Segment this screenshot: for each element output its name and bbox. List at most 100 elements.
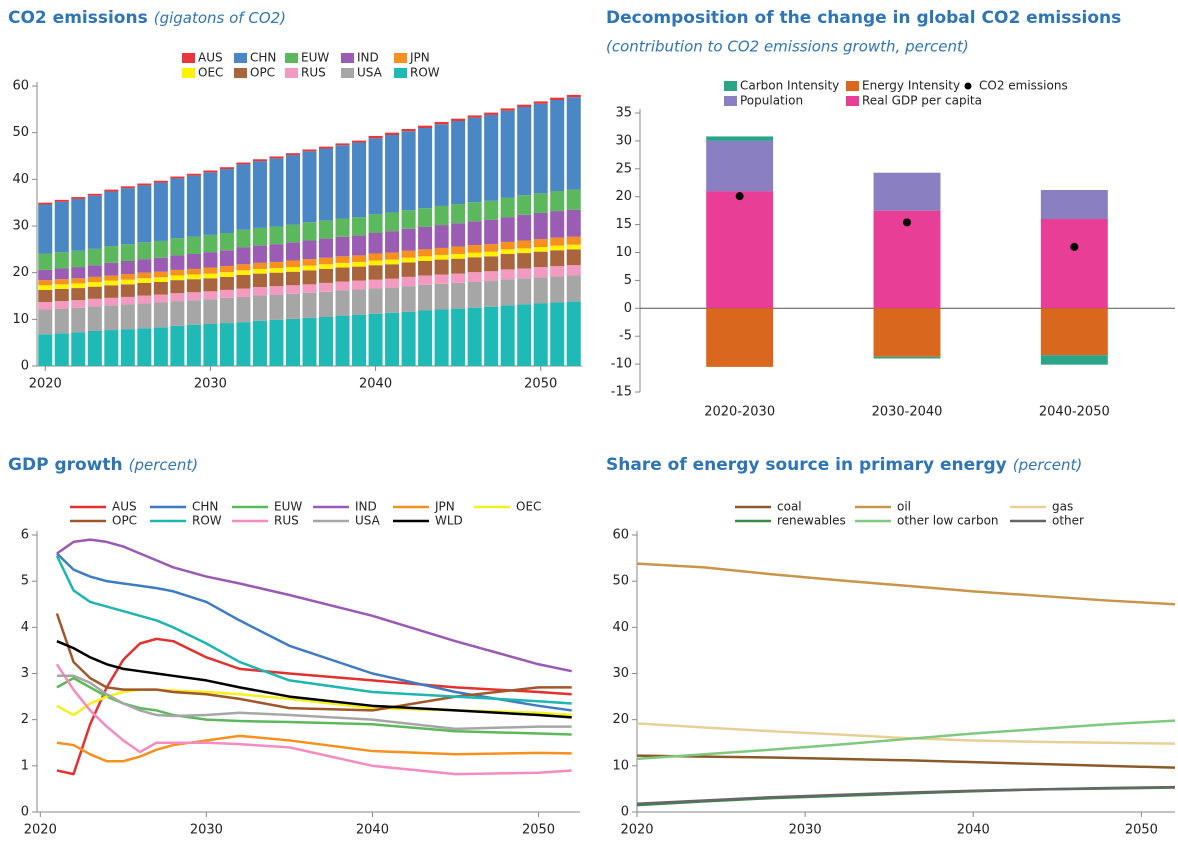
bar-segment xyxy=(236,247,251,265)
bar-segment xyxy=(335,290,350,316)
legend-label: EUW xyxy=(301,51,329,65)
bar-segment xyxy=(252,262,267,269)
bar-segment xyxy=(533,212,548,240)
bar-segment xyxy=(153,327,168,366)
bar-segment xyxy=(335,262,350,268)
bar-segment xyxy=(203,172,218,235)
title-text: CO2 emissions xyxy=(8,8,148,28)
bar-segment xyxy=(318,317,334,366)
bar-segment xyxy=(38,204,53,254)
bar-segment xyxy=(137,282,152,296)
line xyxy=(56,538,572,673)
bar-segment xyxy=(418,261,433,276)
legend-swatch xyxy=(234,68,247,78)
bar-segment xyxy=(219,233,234,251)
bar-segment xyxy=(500,279,515,306)
bar-segment xyxy=(318,282,334,292)
bar-segment xyxy=(401,276,416,287)
bar-segment xyxy=(104,189,119,192)
bar-segment xyxy=(873,356,941,359)
bar-segment xyxy=(533,251,548,268)
bar-segment xyxy=(153,282,168,295)
bar-segment xyxy=(302,149,317,152)
category-label: 2020-2030 xyxy=(704,405,775,420)
bar-segment xyxy=(252,295,267,321)
line xyxy=(636,562,1176,606)
bar-segment xyxy=(87,193,102,196)
point xyxy=(1070,242,1079,251)
bar-segment xyxy=(38,202,53,205)
bar-segment xyxy=(418,256,433,261)
chart-subtitle: (contribution to CO2 emissions growth, p… xyxy=(606,38,969,56)
bar-segment xyxy=(484,271,499,282)
bar-segment xyxy=(566,275,581,302)
y-tick-label: 50 xyxy=(12,125,29,140)
bar-segment xyxy=(104,191,119,247)
bar-segment xyxy=(219,266,234,273)
x-tick-label: 2050 xyxy=(1125,823,1158,838)
bar-segment xyxy=(352,235,367,256)
legend-label: CHN xyxy=(250,51,276,65)
bar-segment xyxy=(500,305,515,366)
bar-segment xyxy=(566,249,581,266)
bar-segment xyxy=(418,208,433,227)
bar-segment xyxy=(71,288,86,301)
bar-segment xyxy=(484,200,499,220)
bar-segment xyxy=(368,253,383,261)
bar-segment xyxy=(236,270,251,275)
x-tick-label: 2030 xyxy=(194,377,227,392)
bar-segment xyxy=(533,101,548,104)
bar-segment xyxy=(170,269,185,276)
bar-segment xyxy=(517,195,532,215)
bar-segment xyxy=(318,238,334,258)
y-tick-label: 5 xyxy=(624,273,632,288)
bar-segment xyxy=(566,236,581,245)
bar-segment xyxy=(38,289,53,303)
bar-segment xyxy=(54,301,69,309)
bar-segment xyxy=(451,282,466,309)
x-tick-label: 2040 xyxy=(356,823,389,838)
bar-segment xyxy=(170,280,185,294)
bar-segment xyxy=(71,300,86,308)
legend-label: renewables xyxy=(777,514,846,528)
legend-swatch xyxy=(846,81,859,91)
bar-segment xyxy=(302,259,317,266)
line xyxy=(55,555,572,705)
bar-segment xyxy=(269,268,284,273)
bar-segment xyxy=(54,252,69,269)
bar-segment xyxy=(451,308,466,366)
bar-segment xyxy=(484,219,499,245)
bar-segment xyxy=(335,218,350,237)
bar-segment xyxy=(368,265,383,280)
bar-segment xyxy=(120,244,135,261)
bar-segment xyxy=(285,155,301,225)
legend-label: Population xyxy=(740,94,803,108)
bar-segment xyxy=(418,310,433,366)
bar-segment xyxy=(550,245,565,251)
bar-segment xyxy=(434,124,449,206)
bar-segment xyxy=(401,250,416,258)
bar-segment xyxy=(368,233,383,254)
bar-segment xyxy=(451,258,466,274)
legend-label: coal xyxy=(777,500,802,514)
bar-segment xyxy=(285,260,301,268)
bar-segment xyxy=(203,278,218,292)
bar-segment xyxy=(186,254,201,269)
bar-segment xyxy=(186,300,201,325)
x-tick-label: 2020 xyxy=(29,377,62,392)
bar-segment xyxy=(153,257,168,272)
bar-segment xyxy=(236,229,251,248)
legend-label: OEC xyxy=(198,66,223,80)
bar-segment xyxy=(318,291,334,317)
bar-segment xyxy=(566,244,581,250)
bar-segment xyxy=(368,279,383,289)
x-tick-label: 2040 xyxy=(957,823,990,838)
bar-segment xyxy=(71,267,86,279)
bar-segment xyxy=(500,254,515,270)
bar-segment xyxy=(236,164,251,230)
bar-segment xyxy=(87,298,102,307)
point xyxy=(903,218,911,227)
bar-segment xyxy=(87,306,102,331)
y-tick-label: 30 xyxy=(615,133,632,148)
